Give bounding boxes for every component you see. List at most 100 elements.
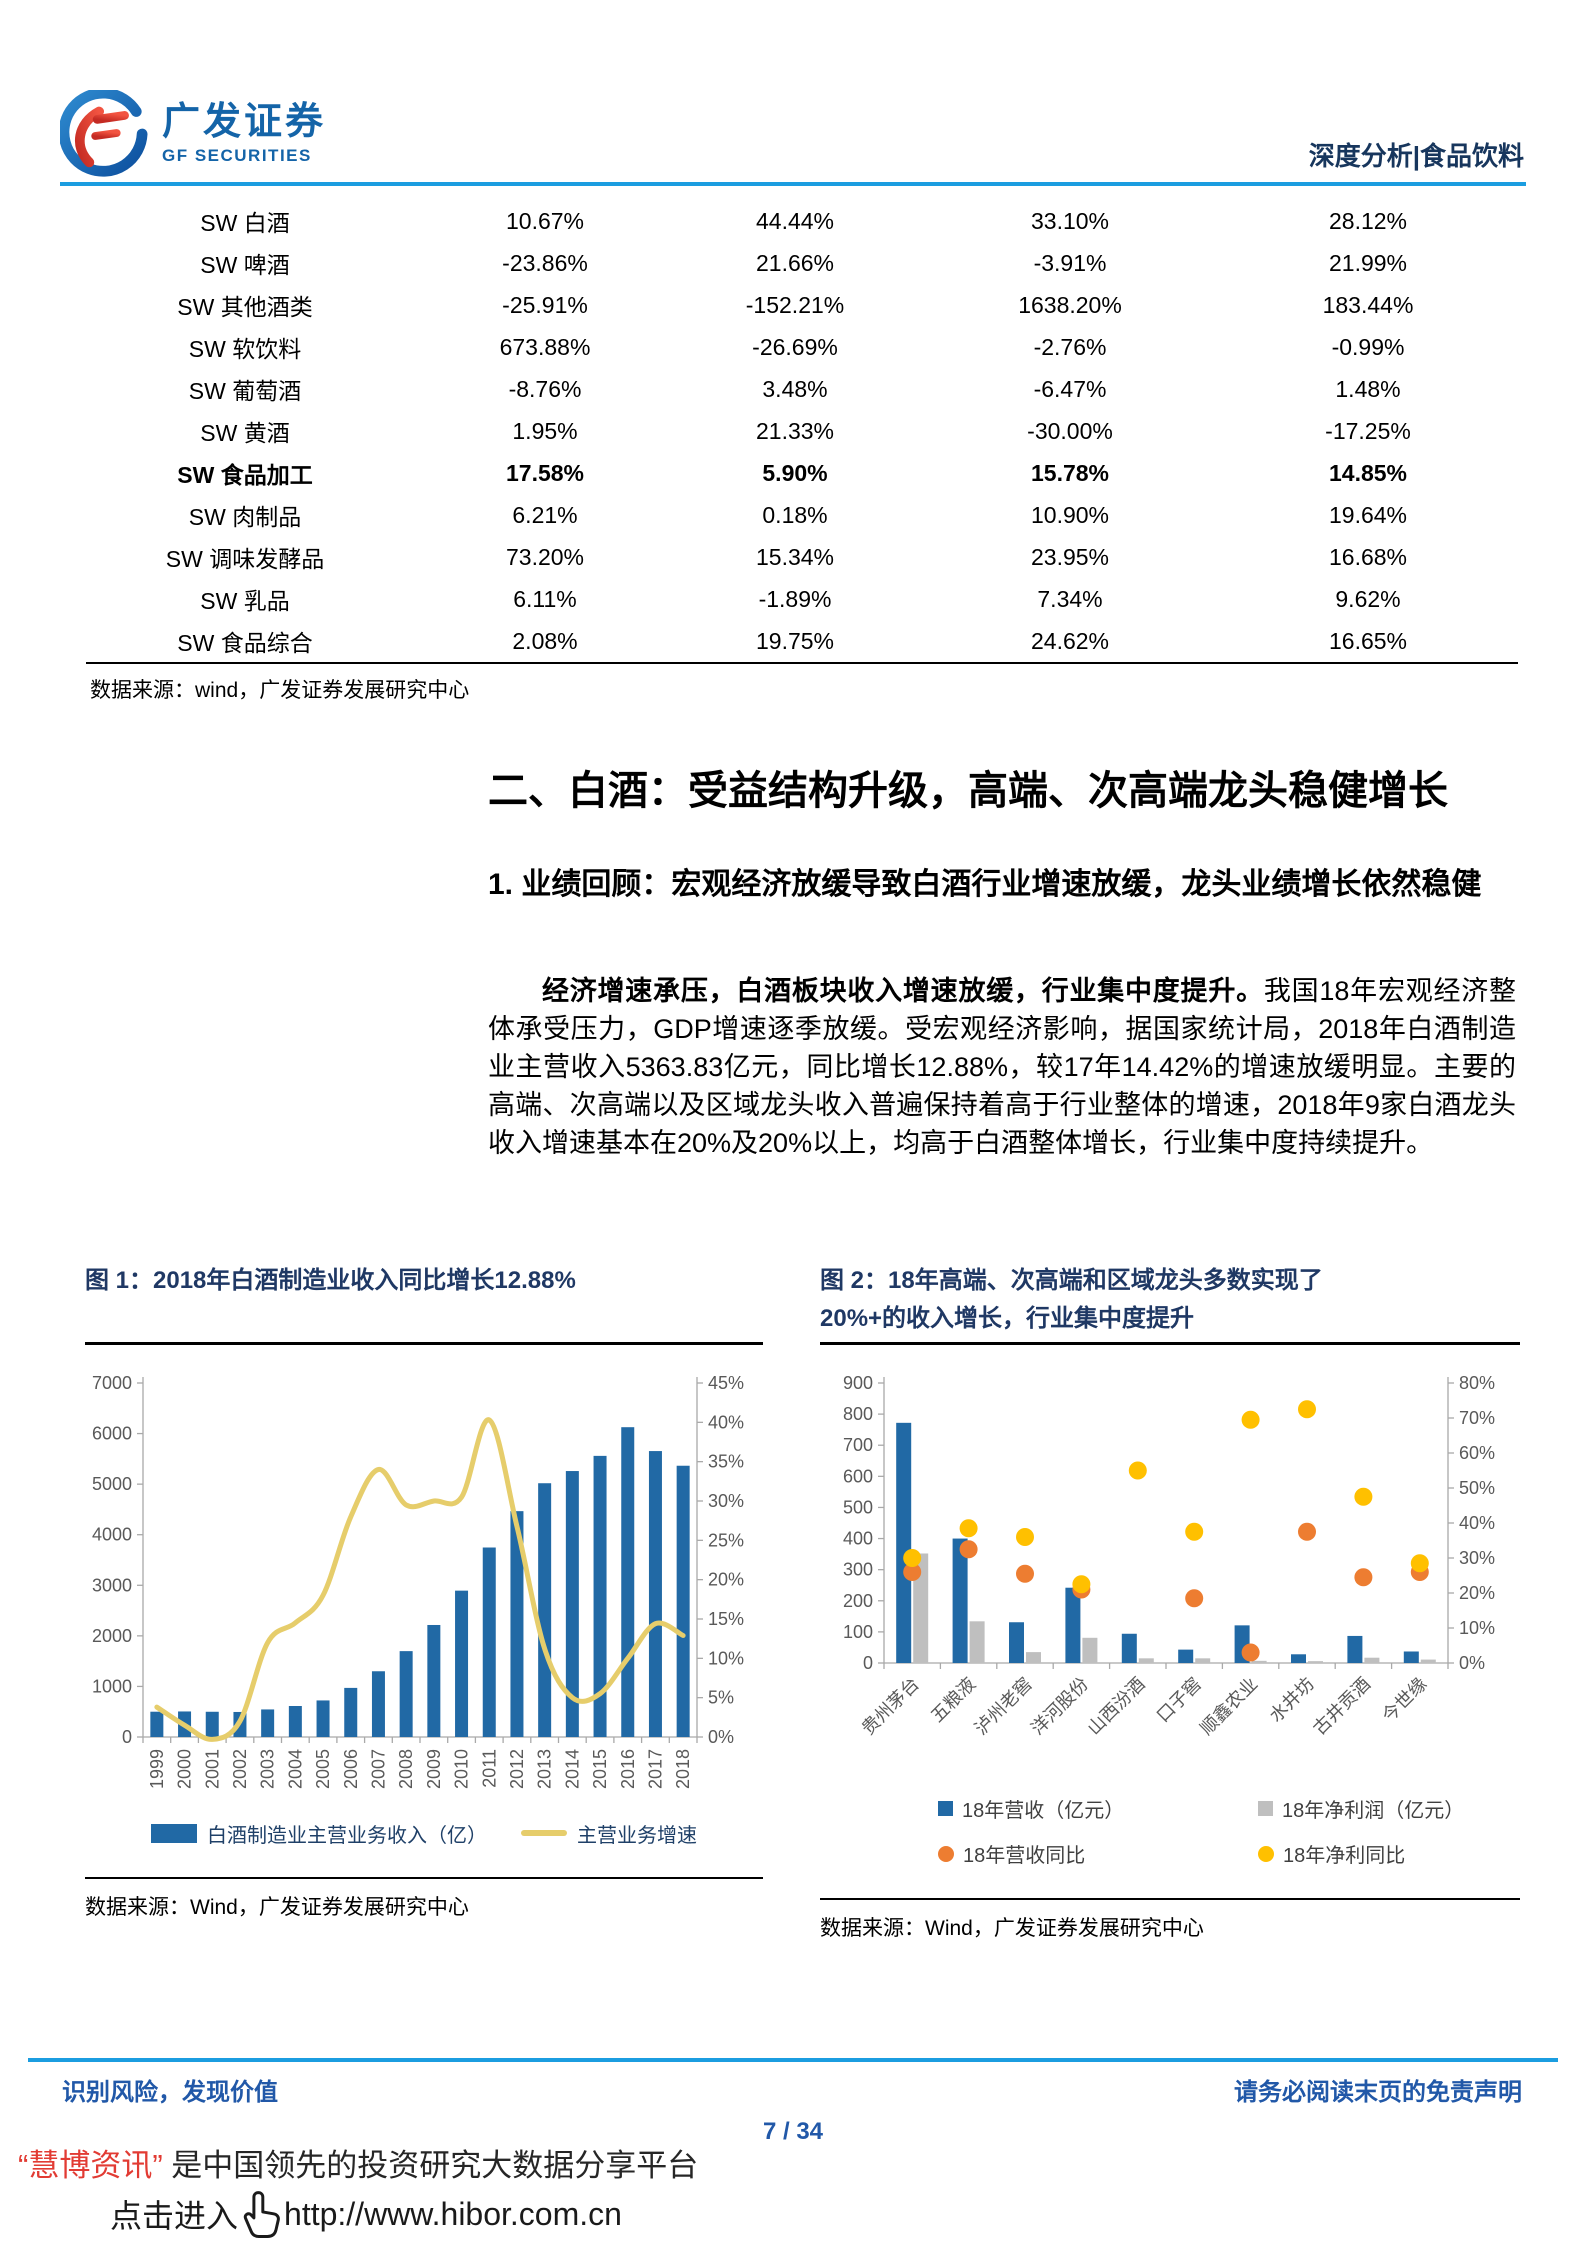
svg-text:2014: 2014 [562,1749,582,1789]
watermark-brand: “慧博资讯” [18,2148,163,2183]
row-label: SW 调味发酵品 [165,546,325,572]
row-value: 1.95% [512,417,578,444]
svg-text:700: 700 [843,1435,873,1455]
svg-text:2000: 2000 [92,1626,132,1646]
row-label: SW 其他酒类 [177,294,313,320]
svg-text:1999: 1999 [147,1749,167,1789]
svg-text:2006: 2006 [341,1749,361,1789]
table-row: SW 其他酒类 -25.91% -152.21% 1638.20% 183.44% [60,284,1526,326]
figure-2: 图 2：18年高端、次高端和区域龙头多数实现了 20%+的收入增长，行业集中度提… [820,1262,1520,1942]
industry-returns-table: SW 白酒 10.67% 44.44% 33.10% 28.12% SW 啤酒 -23.86… [60,200,1526,662]
legend-label: 18年营收（亿元） [962,1800,1125,1822]
figure-2-source: 数据来源：Wind，广发证券发展研究中心 [820,1917,1204,1940]
row-value: -25.91% [502,291,588,318]
row-value: 21.66% [755,249,834,276]
logo-cn-text: 广发证券 [162,100,327,143]
industry-table-block: SW 白酒 10.67% 44.44% 33.10% 28.12% SW 啤酒 -23.86… [60,200,1526,704]
legend-item: 18年营收（亿元） [938,1794,1258,1823]
svg-text:0%: 0% [708,1727,734,1747]
row-value: 19.64% [1328,501,1407,528]
figure-1-header: 图 1：2018年白酒制造业收入同比增长12.88% [85,1262,763,1345]
figure-2-title-line1: 图 2：18年高端、次高端和区域龙头多数实现了 [820,1267,1323,1294]
legend-item: 18年净利润（亿元） [1258,1794,1520,1823]
svg-text:20%: 20% [708,1570,744,1590]
row-value: -0.99% [1331,333,1405,360]
subsection-title: 1. 业绩回顾：宏观经济放缓导致白酒行业增速放缓，龙头业绩增长依然稳健 [488,868,1482,901]
row-label: SW 葡萄酒 [188,378,302,404]
svg-text:洋河股份: 洋河股份 [1027,1674,1092,1739]
row-value: -17.25% [1325,417,1411,444]
legend-item: 白酒制造业主营业务收入（亿） [151,1819,487,1848]
svg-text:2008: 2008 [396,1749,416,1789]
figure-2-legend: 18年营收（亿元） 18年净利润（亿元） 18年营收同比 18年净利同比 [938,1790,1520,1880]
svg-text:1000: 1000 [92,1676,132,1696]
row-value: 14.85% [1328,459,1407,486]
svg-text:2002: 2002 [230,1749,250,1789]
row-label: SW 啤酒 [200,252,290,278]
row-value: 15.78% [1030,459,1109,486]
page-number: 7 / 34 [762,2118,824,2145]
svg-text:口子窖: 口子窖 [1153,1674,1205,1726]
row-value: 16.68% [1328,543,1407,570]
svg-text:2018: 2018 [673,1749,693,1789]
footer-divider [28,2058,1558,2062]
legend-item: 18年营收同比 [938,1839,1258,1868]
row-value: 44.44% [755,207,834,234]
table-bottom-rule [86,662,1518,664]
header-divider [60,182,1526,186]
svg-text:0: 0 [863,1653,873,1673]
svg-text:40%: 40% [1459,1513,1495,1533]
legend-label: 18年净利润（亿元） [1282,1800,1465,1822]
row-value: 10.90% [1030,501,1109,528]
row-label: SW 肉制品 [188,504,302,530]
svg-text:50%: 50% [1459,1478,1495,1498]
table-row: SW 白酒 10.67% 44.44% 33.10% 28.12% [60,200,1526,242]
svg-text:300: 300 [843,1560,873,1580]
row-value: 6.21% [512,501,578,528]
svg-text:30%: 30% [708,1491,744,1511]
legend-label: 白酒制造业主营业务收入（亿） [207,1824,487,1847]
row-value: -3.91% [1033,249,1107,276]
legend-label: 18年净利同比 [1283,1845,1406,1867]
watermark-cta: 点击进入 [110,2198,239,2234]
row-label: SW 食品综合 [177,630,313,656]
row-value: -30.00% [1027,417,1113,444]
svg-text:2004: 2004 [285,1749,305,1789]
figure-1-legend: 白酒制造业主营业务收入（亿） 主营业务增速 [85,1807,763,1859]
table-row: SW 啤酒 -23.86% 21.66% -3.91% 21.99% [60,242,1526,284]
watermark-url[interactable]: http://www.hibor.com.cn [284,2195,622,2232]
svg-text:水井坊: 水井坊 [1266,1674,1318,1726]
row-value: 24.62% [1030,627,1109,654]
table-row: SW 调味发酵品 73.20% 15.34% 23.95% 16.68% [60,536,1526,578]
row-value: 183.44% [1322,291,1414,318]
row-value: -8.76% [508,375,582,402]
legend-label: 主营业务增速 [577,1824,697,1847]
paragraph-text: 我国18年宏观经济整体承受压力，GDP增速逐季放缓。受宏观经济影响，据国家统计局… [488,976,1516,1158]
body-paragraph: 经济增速承压，白酒板块收入增速放缓，行业集中度提升。我国18年宏观经济整体承受压… [488,972,1516,1162]
logo-en-text: GF SECURITIES [162,146,312,166]
gf-logo-icon [60,90,148,177]
row-value: 0.18% [762,501,828,528]
row-value: -152.21% [745,291,845,318]
row-value: 21.99% [1328,249,1407,276]
legend-item: 主营业务增速 [521,1819,697,1848]
svg-text:35%: 35% [708,1452,744,1472]
leaders-performance-chart: 0 100 200 300 400 500 600 700 800 900 0% 10% 20% 30% 4… [843,1373,1495,1739]
svg-text:80%: 80% [1459,1373,1495,1393]
svg-text:500: 500 [843,1497,873,1517]
row-value: 1.48% [1335,375,1401,402]
svg-text:2017: 2017 [645,1749,665,1789]
row-value: 19.75% [755,627,834,654]
scatter-legend-swatch [938,1845,954,1862]
row-value: 5.90% [762,459,828,486]
svg-text:2013: 2013 [535,1749,555,1789]
svg-text:7000: 7000 [92,1373,132,1393]
row-label: SW 黄酒 [200,420,290,446]
svg-text:4000: 4000 [92,1525,132,1545]
row-value: 23.95% [1030,543,1109,570]
svg-text:2005: 2005 [313,1749,333,1789]
row-value: 3.48% [762,375,828,402]
svg-text:5000: 5000 [92,1474,132,1494]
row-value: 16.65% [1328,627,1407,654]
svg-text:0: 0 [122,1727,132,1747]
